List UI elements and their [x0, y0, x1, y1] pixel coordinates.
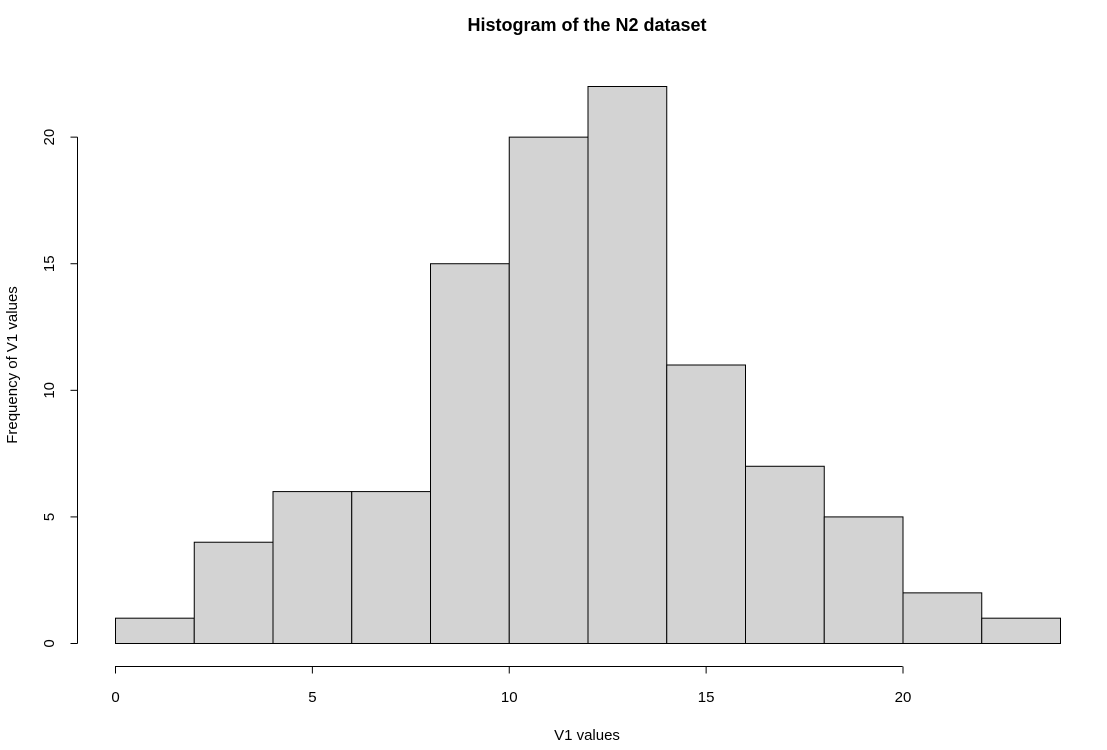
x-tick-label: 20 — [895, 689, 912, 706]
histogram-bar — [587, 86, 668, 644]
histogram-bar — [508, 136, 589, 645]
histogram-bar — [745, 465, 825, 645]
bars-group — [115, 86, 1061, 645]
x-axis-title: V1 values — [554, 727, 620, 744]
histogram-bar — [981, 617, 1061, 645]
y-tick-label: 15 — [41, 255, 58, 272]
chart-title: Histogram of the N2 dataset — [467, 15, 706, 35]
histogram-bar — [115, 617, 195, 645]
y-axis-title: Frequency of V1 values — [4, 286, 21, 444]
y-tick-label: 5 — [41, 513, 58, 521]
histogram-bar — [666, 364, 746, 644]
y-tick-label: 20 — [41, 129, 58, 146]
x-tick-label: 5 — [308, 689, 316, 706]
x-axis: 0 5 10 15 20 — [111, 666, 912, 706]
x-tick-label: 15 — [698, 689, 715, 706]
y-tick-label: 10 — [41, 382, 58, 399]
y-tick-label: 0 — [41, 639, 58, 647]
histogram-bar — [823, 516, 904, 645]
x-tick-label: 10 — [501, 689, 518, 706]
histogram-bar — [193, 541, 274, 645]
y-axis: 0 5 10 15 20 — [41, 129, 78, 648]
histogram-bar — [351, 491, 431, 644]
histogram-bar — [272, 491, 353, 644]
x-tick-label: 0 — [111, 689, 119, 706]
histogram-bar — [430, 263, 510, 644]
histogram-bar — [902, 592, 983, 645]
